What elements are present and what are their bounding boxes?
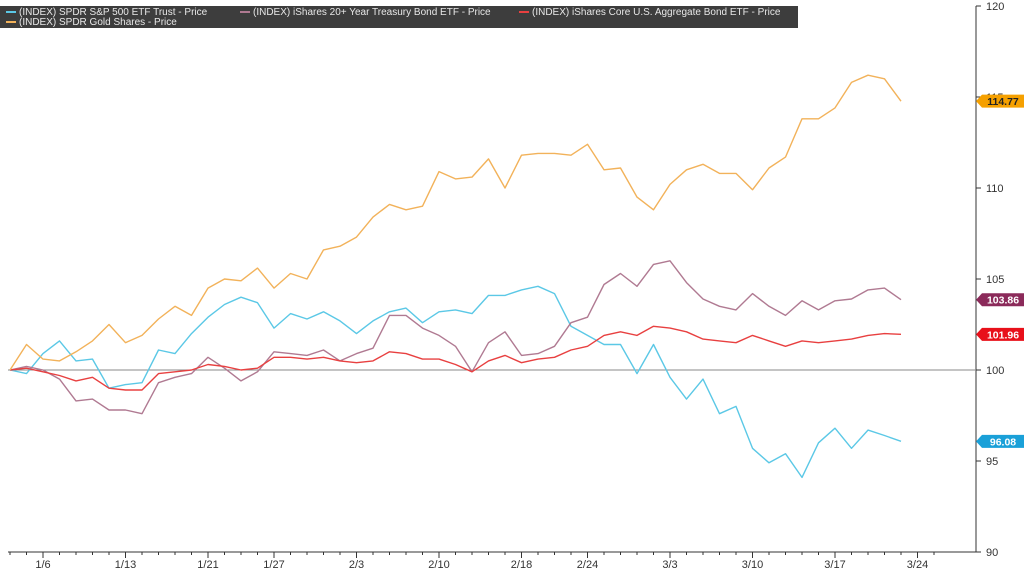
legend-swatch-tlt <box>240 11 250 14</box>
end-label-gld: 114.77 <box>976 94 1024 108</box>
legend-label-spy: (INDEX) SPDR S&P 500 ETF Trust - Price <box>19 7 208 18</box>
x-tick-label: 1/21 <box>197 559 218 571</box>
x-tick-label: 3/10 <box>742 559 763 571</box>
end-label-text: 101.96 <box>987 329 1019 341</box>
end-label-spy: 96.08 <box>976 434 1024 448</box>
legend-item-tlt: (INDEX) iShares 20+ Year Treasury Bond E… <box>240 7 491 18</box>
legend-swatch-spy <box>6 11 16 14</box>
x-tick-label: 3/17 <box>824 559 845 571</box>
x-tick-label: 1/13 <box>115 559 136 571</box>
y-tick-label: 90 <box>986 547 998 559</box>
x-tick-label: 2/18 <box>511 559 532 571</box>
x-tick-label: 3/24 <box>907 559 928 571</box>
end-label-bg <box>976 434 1024 448</box>
end-label-text: 114.77 <box>987 96 1019 108</box>
x-tick-label: 1/27 <box>263 559 284 571</box>
y-tick-label: 105 <box>986 274 1004 286</box>
legend-item-agg: (INDEX) iShares Core U.S. Aggregate Bond… <box>519 7 780 18</box>
legend-item-spy: (INDEX) SPDR S&P 500 ETF Trust - Price <box>6 7 207 18</box>
x-tick-label: 2/3 <box>349 559 364 571</box>
x-tick-label: 1/6 <box>35 559 50 571</box>
x-tick-label: 2/10 <box>428 559 449 571</box>
end-label-text: 103.86 <box>987 295 1019 307</box>
end-label-agg: 101.96 <box>976 327 1024 341</box>
series-line-agg <box>9 325 902 391</box>
series-layer <box>9 74 902 479</box>
series-line-tlt <box>9 260 902 415</box>
legend-swatch-agg <box>519 11 529 14</box>
end-label-bg <box>976 94 1024 108</box>
y-tick-label: 120 <box>986 1 1004 13</box>
end-label-text: 96.08 <box>990 436 1016 448</box>
y-tick-label: 110 <box>986 183 1004 195</box>
legend-label-tlt: (INDEX) iShares 20+ Year Treasury Bond E… <box>253 7 491 18</box>
x-tick-label: 2/24 <box>577 559 598 571</box>
series-line-spy <box>9 285 902 479</box>
legend: (INDEX) SPDR S&P 500 ETF Trust - Price (… <box>0 6 798 28</box>
y-axis: 9095100105110115120 <box>976 1 1004 559</box>
plot-area <box>8 6 977 553</box>
x-axis: 1/6 1/13 1/21 1/27 2/3 2/10 2/18 2/24 3/3 3/10 3/1… <box>9 552 935 571</box>
legend-item-gld: (INDEX) SPDR Gold Shares - Price <box>6 17 177 28</box>
y-tick-label: 95 <box>986 456 998 468</box>
legend-swatch-gld <box>6 21 16 24</box>
end-labels: 96.08 103.86 101.96 114.77 <box>976 94 1024 448</box>
end-label-bg <box>976 327 1024 341</box>
series-line-gld <box>9 74 902 371</box>
legend-label-agg: (INDEX) iShares Core U.S. Aggregate Bond… <box>532 7 781 18</box>
legend-label-gld: (INDEX) SPDR Gold Shares - Price <box>19 17 177 28</box>
end-label-bg <box>976 293 1024 307</box>
y-tick-label: 100 <box>986 365 1004 377</box>
end-label-tlt: 103.86 <box>976 293 1024 307</box>
x-tick-label: 3/3 <box>662 559 677 571</box>
